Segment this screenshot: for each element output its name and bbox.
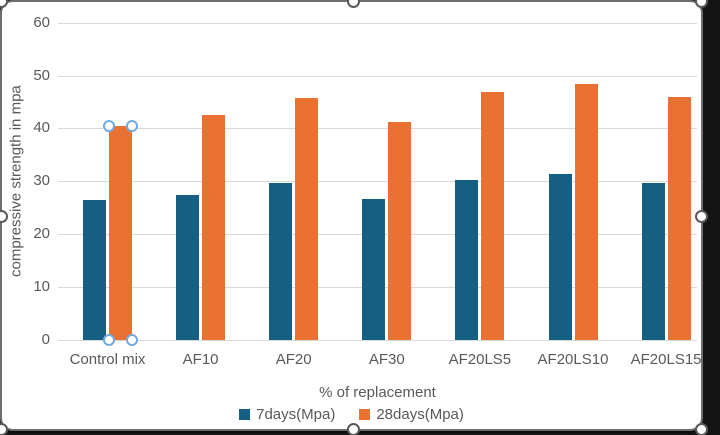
bar-7daysMpa-AF10[interactable] bbox=[176, 194, 200, 340]
y-tick-label-40[interactable]: 40 bbox=[33, 119, 50, 137]
selection-handle-top-left[interactable] bbox=[0, 0, 8, 8]
category-label-AF10[interactable]: AF10 bbox=[182, 351, 219, 368]
bar-7daysMpa-AF20LS10[interactable] bbox=[548, 174, 572, 340]
bar-28daysMpa-AF20LS5[interactable] bbox=[481, 92, 505, 340]
data-point-handle-1[interactable] bbox=[126, 119, 138, 132]
bar-28daysMpa-AF20[interactable] bbox=[295, 98, 319, 340]
bar-28daysMpa-AF20LS10[interactable] bbox=[574, 84, 598, 340]
y-tick-label-50[interactable]: 50 bbox=[33, 66, 50, 84]
bar-7daysMpa-AF20LS5[interactable] bbox=[455, 179, 479, 340]
x-axis-line bbox=[58, 340, 697, 341]
selection-handle-bottom-center[interactable] bbox=[347, 423, 360, 435]
category-label-AF20[interactable]: AF20 bbox=[275, 351, 312, 368]
y-tick-label-0[interactable]: 0 bbox=[41, 331, 50, 348]
y-tick-label-10[interactable]: 10 bbox=[33, 278, 50, 296]
category-label-AF30[interactable]: AF30 bbox=[368, 351, 405, 368]
bar-7daysMpa-Control-mix[interactable] bbox=[83, 199, 106, 340]
selection-handle-left-middle[interactable] bbox=[0, 210, 8, 223]
category-label-AF20LS5[interactable]: AF20LS5 bbox=[448, 351, 512, 368]
gridline bbox=[58, 128, 697, 130]
bar-28daysMpa-Control-mix[interactable] bbox=[109, 125, 132, 340]
bar-7daysMpa-AF30[interactable] bbox=[362, 198, 386, 340]
legend[interactable]: 7days(Mpa) 28days(Mpa) bbox=[2, 406, 701, 423]
bar-28daysMpa-AF30[interactable] bbox=[388, 122, 412, 340]
data-point-handle-2[interactable] bbox=[103, 334, 115, 346]
legend-label-28days: 28days(Mpa) bbox=[376, 406, 464, 423]
bar-7daysMpa-AF20LS15[interactable] bbox=[641, 182, 665, 340]
category-label-AF20LS15[interactable]: AF20LS15 bbox=[630, 351, 702, 368]
x-axis-title[interactable]: % of replacement bbox=[319, 384, 436, 401]
legend-marker-28days-icon bbox=[359, 409, 371, 420]
legend-item-7days[interactable]: 7days(Mpa) bbox=[239, 406, 335, 423]
legend-marker-7days-icon bbox=[239, 409, 251, 420]
selection-handle-top-right[interactable] bbox=[695, 0, 708, 8]
bar-28daysMpa-AF20LS15[interactable] bbox=[667, 96, 691, 340]
bar-28daysMpa-AF10[interactable] bbox=[202, 115, 226, 340]
y-tick-label-20[interactable]: 20 bbox=[33, 225, 50, 243]
data-point-handle-0[interactable] bbox=[103, 119, 115, 132]
gridline bbox=[58, 75, 697, 77]
selection-handle-bottom-right[interactable] bbox=[695, 423, 708, 435]
category-label-AF20LS10[interactable]: AF20LS10 bbox=[537, 351, 609, 368]
legend-label-7days: 7days(Mpa) bbox=[256, 406, 336, 423]
bar-7daysMpa-AF20[interactable] bbox=[269, 182, 293, 340]
legend-item-28days[interactable]: 28days(Mpa) bbox=[359, 406, 464, 423]
category-label-Control-mix[interactable]: Control mix bbox=[69, 351, 146, 368]
selection-handle-bottom-left[interactable] bbox=[0, 423, 8, 435]
gridline bbox=[58, 22, 697, 24]
selection-handle-top-center[interactable] bbox=[347, 0, 360, 8]
y-tick-label-60[interactable]: 60 bbox=[33, 13, 50, 31]
gridline bbox=[58, 181, 697, 183]
selection-handle-right-middle[interactable] bbox=[695, 210, 708, 223]
y-tick-label-30[interactable]: 30 bbox=[33, 172, 50, 190]
data-point-handle-3[interactable] bbox=[126, 334, 138, 346]
